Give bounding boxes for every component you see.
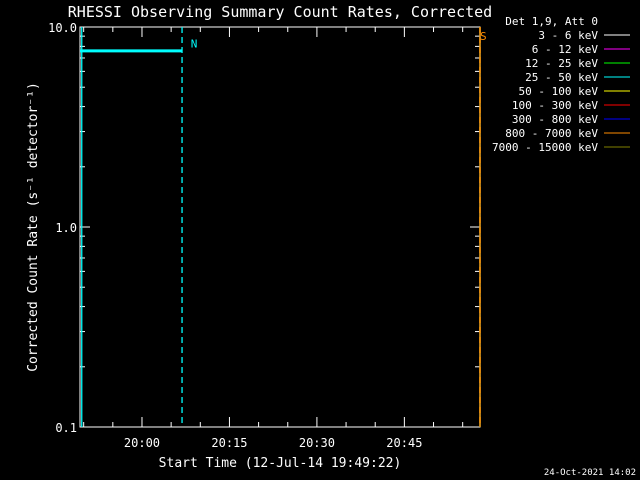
x-axis-label: Start Time (12-Jul-14 19:49:22) xyxy=(159,456,402,471)
timestamp: 24-Oct-2021 14:02 xyxy=(543,468,636,478)
y-tick-label: 0.1 xyxy=(55,421,77,435)
y-tick-label: 10.0 xyxy=(48,21,77,35)
chart-title: RHESSI Observing Summary Count Rates, Co… xyxy=(68,3,492,21)
y-tick-label: 1.0 xyxy=(55,221,77,235)
legend-label: 25 - 50 keV xyxy=(525,71,598,84)
legend-label: 800 - 7000 keV xyxy=(505,127,598,140)
annotation-label: S xyxy=(480,30,487,43)
series-lines xyxy=(80,49,183,53)
legend-label: 12 - 25 keV xyxy=(525,57,598,70)
legend-label: 6 - 12 keV xyxy=(532,43,599,56)
x-tick-label: 20:30 xyxy=(299,436,335,450)
x-ticks: 20:00 20:15 20:30 20:45 xyxy=(83,27,464,450)
plot-frame xyxy=(79,26,481,428)
annotations: NS xyxy=(191,30,487,50)
vertical-markers xyxy=(81,27,481,427)
y-ticks: 0.1 1.0 10.0 xyxy=(48,21,480,435)
legend-label: 7000 - 15000 keV xyxy=(492,141,598,154)
legend-label: 3 - 6 keV xyxy=(538,29,598,42)
plot-axes xyxy=(79,26,481,428)
legend-label: 100 - 300 keV xyxy=(512,99,598,112)
legend-label: 50 - 100 keV xyxy=(519,85,599,98)
x-tick-label: 20:45 xyxy=(386,436,422,450)
x-tick-label: 20:00 xyxy=(124,436,160,450)
legend-label: 300 - 800 keV xyxy=(512,113,598,126)
annotation-label: N xyxy=(191,37,198,50)
legend-header: Det 1,9, Att 0 xyxy=(505,15,598,28)
y-axis-label: Corrected Count Rate (s⁻¹ detector⁻¹) xyxy=(26,82,41,372)
x-tick-label: 20:15 xyxy=(211,436,247,450)
